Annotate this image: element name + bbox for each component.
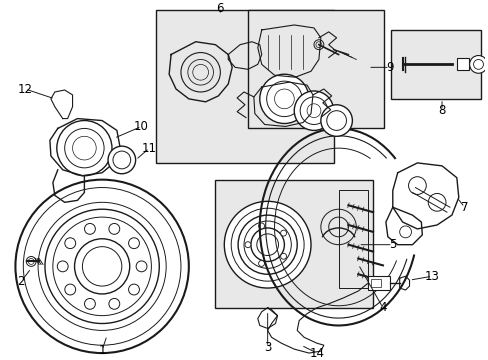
- Text: 9: 9: [386, 61, 393, 74]
- Text: 13: 13: [424, 270, 439, 283]
- Circle shape: [108, 146, 135, 174]
- Bar: [156, 10, 333, 163]
- Circle shape: [258, 223, 264, 229]
- Bar: [456, 58, 468, 70]
- Circle shape: [84, 224, 95, 234]
- Circle shape: [258, 261, 264, 266]
- Circle shape: [109, 224, 120, 234]
- Circle shape: [224, 201, 310, 288]
- Text: 4: 4: [378, 301, 386, 314]
- Circle shape: [57, 261, 68, 272]
- Circle shape: [280, 230, 286, 236]
- Circle shape: [84, 298, 95, 309]
- Text: 5: 5: [388, 238, 396, 251]
- Bar: [367, 276, 389, 290]
- Text: 11: 11: [142, 141, 157, 155]
- Circle shape: [136, 261, 147, 272]
- Text: 6: 6: [216, 2, 224, 15]
- Bar: [215, 180, 372, 308]
- Bar: [390, 30, 481, 99]
- Circle shape: [320, 105, 352, 136]
- Circle shape: [280, 253, 286, 259]
- Bar: [247, 10, 383, 129]
- Text: 3: 3: [264, 341, 271, 354]
- Polygon shape: [257, 25, 320, 77]
- Text: 10: 10: [134, 120, 149, 133]
- Bar: [370, 279, 380, 287]
- Text: 12: 12: [18, 82, 33, 95]
- Circle shape: [65, 238, 76, 249]
- Circle shape: [65, 284, 76, 295]
- Text: 14: 14: [309, 347, 324, 360]
- Text: 1: 1: [98, 343, 106, 357]
- Text: 8: 8: [437, 104, 445, 117]
- Circle shape: [16, 180, 188, 353]
- Circle shape: [259, 74, 308, 123]
- Circle shape: [244, 242, 250, 248]
- Circle shape: [128, 238, 139, 249]
- Circle shape: [468, 55, 487, 73]
- Circle shape: [294, 91, 333, 130]
- Text: 2: 2: [18, 275, 25, 288]
- Bar: [338, 189, 367, 288]
- Circle shape: [109, 298, 120, 309]
- Circle shape: [128, 284, 139, 295]
- Polygon shape: [253, 82, 312, 126]
- Text: 7: 7: [460, 201, 468, 214]
